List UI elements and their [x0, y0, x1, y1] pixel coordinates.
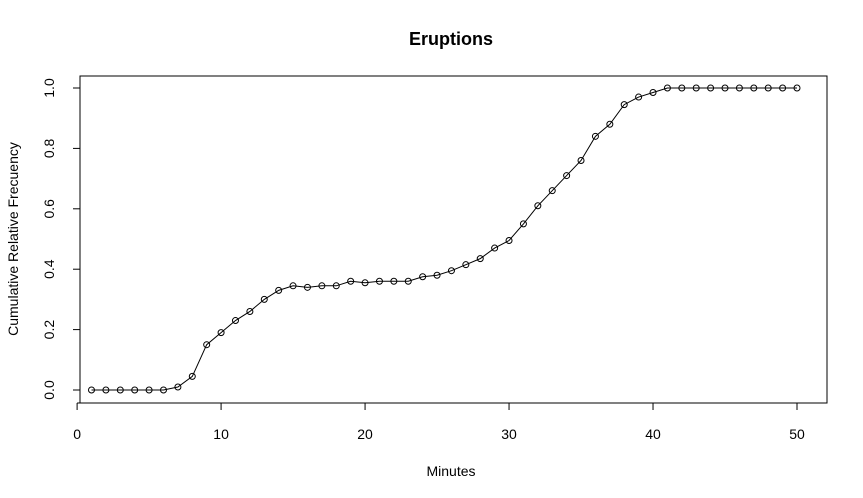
data-point: [303, 283, 311, 291]
data-point: [347, 277, 355, 285]
data-point: [635, 93, 643, 101]
x-tick-label: 10: [213, 426, 229, 442]
data-point: [217, 329, 225, 337]
data-point: [145, 386, 153, 394]
data-point: [793, 84, 801, 92]
x-tick-label: 0: [73, 426, 81, 442]
x-axis: 0 10 20 30 40 50: [73, 402, 805, 442]
data-point: [419, 273, 427, 281]
data-point: [404, 277, 412, 285]
data-point: [88, 386, 95, 394]
data-point: [462, 261, 470, 269]
data-point: [318, 282, 326, 290]
y-tick-label: 0.0: [41, 380, 57, 400]
plot-area-frame: [79, 75, 828, 404]
data-point: [246, 307, 254, 315]
data-point: [174, 383, 182, 391]
series-line: [91, 87, 797, 391]
data-point: [390, 277, 398, 285]
y-tick-label: 0.8: [41, 138, 57, 158]
data-point: [577, 156, 585, 164]
data-point: [375, 277, 383, 285]
data-point: [361, 279, 369, 287]
data-point: [649, 89, 657, 97]
data-points: [88, 84, 801, 394]
data-point: [750, 84, 758, 92]
data-point: [289, 282, 297, 290]
data-point: [606, 120, 614, 128]
data-point: [505, 237, 513, 245]
data-point: [476, 255, 484, 263]
data-point: [735, 84, 743, 92]
data-point: [102, 386, 110, 394]
x-tick-label: 30: [501, 426, 517, 442]
data-point: [620, 101, 628, 109]
data-point: [159, 386, 167, 394]
data-point: [534, 202, 542, 210]
data-point: [663, 84, 671, 92]
y-tick-label: 0.6: [41, 199, 57, 219]
data-point: [131, 386, 139, 394]
y-axis: 0.0 0.2 0.4 0.6 0.8 1.0: [41, 78, 81, 400]
data-point: [548, 187, 556, 195]
y-tick-label: 1.0: [41, 78, 57, 98]
data-point: [779, 84, 787, 92]
x-tick-label: 40: [645, 426, 661, 442]
data-point: [203, 341, 211, 349]
data-point: [275, 286, 283, 294]
data-point: [491, 244, 499, 252]
data-point: [116, 386, 124, 394]
data-point: [764, 84, 772, 92]
data-point: [591, 132, 599, 140]
data-point: [519, 220, 527, 228]
chart-title: Eruptions: [409, 29, 493, 49]
x-tick-label: 50: [789, 426, 805, 442]
data-point: [231, 317, 239, 325]
data-point: [707, 84, 715, 92]
y-axis-label: Cumulative Relative Frecuency: [5, 142, 21, 336]
data-point: [721, 84, 729, 92]
data-point: [692, 84, 700, 92]
data-point: [260, 295, 268, 303]
x-tick-label: 20: [357, 426, 373, 442]
y-tick-label: 0.2: [41, 320, 57, 340]
data-point: [678, 84, 686, 92]
x-axis-label: Minutes: [426, 463, 475, 479]
data-point: [188, 372, 196, 380]
data-point: [332, 282, 340, 290]
data-point: [563, 172, 571, 180]
y-tick-label: 0.4: [41, 259, 57, 279]
data-point: [433, 271, 441, 279]
data-point: [447, 267, 455, 275]
